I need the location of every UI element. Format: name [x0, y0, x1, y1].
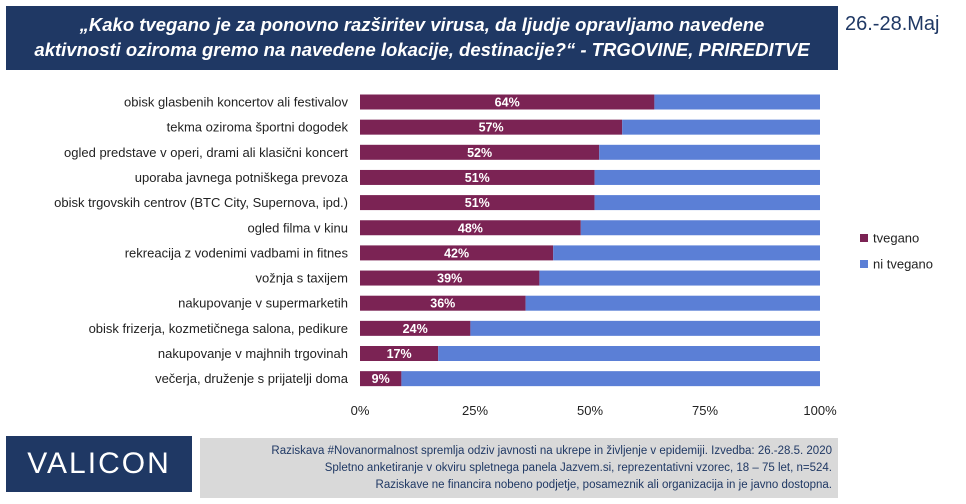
bar-tvegano [360, 94, 655, 110]
category-label: ogled filma v kinu [248, 220, 348, 235]
data-label: 36% [430, 297, 455, 311]
valicon-logo: VALICON [6, 436, 192, 492]
bar-tvegano [360, 295, 526, 311]
data-label: 48% [458, 221, 483, 235]
bar-ni-tvegano [580, 220, 820, 236]
x-tick-label: 75% [692, 403, 718, 418]
bar-ni-tvegano [401, 371, 820, 387]
footnote-line-3: Raziskave ne financira nobeno podjetje, … [375, 479, 832, 491]
bar-tvegano [360, 169, 595, 185]
bar-ni-tvegano [622, 119, 820, 135]
category-label: obisk trgovskih centrov (BTC City, Super… [54, 195, 348, 210]
data-label: 51% [465, 171, 490, 185]
legend-swatch-tvegano [860, 234, 868, 242]
bar-tvegano [360, 346, 439, 361]
category-label: obisk frizerja, kozmetičnega salona, ped… [89, 321, 348, 336]
category-label: ogled predstave v operi, drami ali klasi… [64, 145, 348, 160]
bar-ni-tvegano [470, 320, 820, 336]
bar-ni-tvegano [525, 295, 820, 311]
bar-ni-tvegano [539, 270, 820, 286]
category-label: nakupovanje v majhnih trgovinah [158, 346, 348, 361]
bar-ni-tvegano [553, 245, 820, 261]
survey-date: 26.-28.Maj [845, 13, 940, 35]
data-label: 51% [465, 196, 490, 210]
bar-tvegano [360, 119, 623, 135]
footnote-line-2: Spletno anketiranje v okviru spletnega p… [324, 462, 832, 474]
bar-tvegano [360, 220, 581, 236]
bar-tvegano [360, 245, 554, 261]
footnote: Raziskava #Novanormalnost spremlja odziv… [200, 438, 838, 498]
chart-title: „Kako tvegano je za ponovno razširitev v… [6, 6, 838, 70]
bar-tvegano [360, 144, 600, 160]
chart-title-line-2: aktivnosti oziroma gremo na navedene lok… [34, 39, 810, 60]
bar-tvegano [360, 320, 471, 336]
data-label: 17% [387, 347, 412, 361]
bar-ni-tvegano [599, 144, 820, 160]
bar-ni-tvegano [594, 195, 820, 211]
category-label: uporaba javnega potniškega prevoza [135, 170, 349, 185]
chart-title-line-1: „Kako tvegano je za ponovno razširitev v… [79, 14, 765, 35]
data-label: 24% [403, 322, 428, 336]
category-label: rekreacija z vodenimi vadbami in fitnes [125, 245, 349, 260]
x-tick-label: 0% [351, 403, 370, 418]
data-label: 52% [467, 146, 492, 160]
bar-tvegano [360, 371, 402, 387]
x-tick-label: 50% [577, 403, 603, 418]
legend-label-ni-tvegano: ni tvegano [873, 257, 933, 272]
x-tick-label: 25% [462, 403, 488, 418]
footnote-line-1: Raziskava #Novanormalnost spremlja odziv… [271, 445, 832, 457]
bar-tvegano [360, 270, 540, 286]
x-tick-label: 100% [803, 403, 837, 418]
legend-label-tvegano: tvegano [873, 231, 919, 246]
category-label: nakupovanje v supermarketih [178, 296, 348, 311]
category-label: večerja, druženje s prijatelji doma [155, 371, 349, 386]
stacked-bar-chart: obisk glasbenih koncertov ali festivalov… [54, 94, 933, 418]
category-label: vožnja s taxijem [256, 271, 348, 286]
bar-ni-tvegano [654, 94, 820, 110]
data-label: 39% [437, 272, 462, 286]
bar-tvegano [360, 195, 595, 211]
bar-ni-tvegano [594, 169, 820, 185]
data-label: 57% [479, 121, 504, 135]
category-label: tekma oziroma športni dogodek [167, 120, 349, 135]
category-label: obisk glasbenih koncertov ali festivalov [124, 95, 349, 110]
data-label: 64% [495, 96, 520, 110]
data-label: 9% [372, 372, 390, 386]
bar-ni-tvegano [438, 346, 820, 361]
legend-swatch-ni-tvegano [860, 260, 868, 268]
data-label: 42% [444, 246, 469, 260]
